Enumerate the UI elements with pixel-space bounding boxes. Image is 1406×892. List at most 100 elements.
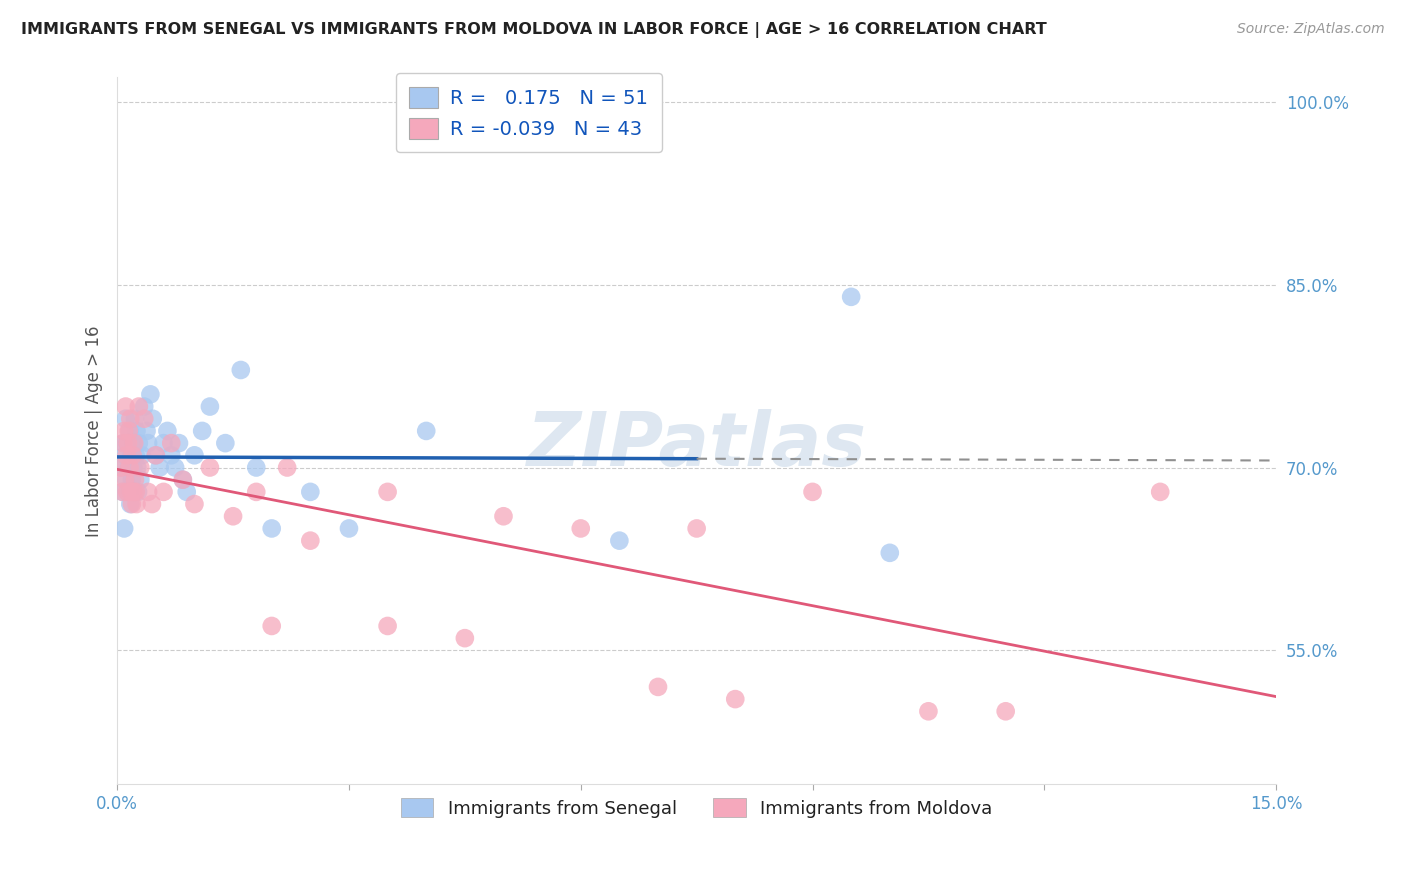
Point — [454, 631, 477, 645]
Point — [142, 411, 165, 425]
Point — [337, 521, 360, 535]
Point — [115, 448, 138, 462]
Point — [1149, 484, 1171, 499]
Point — [114, 473, 136, 487]
Point — [127, 484, 149, 499]
Point — [134, 411, 156, 425]
Point — [120, 497, 142, 511]
Point — [111, 484, 134, 499]
Point — [122, 436, 145, 450]
Point — [115, 436, 138, 450]
Point — [134, 400, 156, 414]
Point — [129, 460, 152, 475]
Y-axis label: In Labor Force | Age > 16: In Labor Force | Age > 16 — [86, 326, 103, 537]
Point — [136, 436, 159, 450]
Point — [160, 436, 183, 450]
Point — [114, 448, 136, 462]
Point — [647, 680, 669, 694]
Point — [114, 411, 136, 425]
Point — [118, 460, 141, 475]
Point — [118, 424, 141, 438]
Point — [131, 448, 153, 462]
Point — [145, 448, 167, 462]
Point — [176, 484, 198, 499]
Point — [260, 521, 283, 535]
Point — [118, 460, 141, 475]
Point — [112, 424, 135, 438]
Point — [115, 484, 138, 499]
Text: ZIPatlas: ZIPatlas — [527, 409, 866, 482]
Point — [801, 484, 824, 499]
Point — [172, 473, 194, 487]
Point — [135, 424, 157, 438]
Point — [117, 484, 139, 499]
Point — [145, 448, 167, 462]
Point — [120, 484, 142, 499]
Point — [839, 290, 862, 304]
Point — [492, 509, 515, 524]
Point — [122, 460, 145, 475]
Point — [183, 497, 205, 511]
Point — [110, 460, 132, 475]
Point — [198, 400, 221, 414]
Text: IMMIGRANTS FROM SENEGAL VS IMMIGRANTS FROM MOLDOVA IN LABOR FORCE | AGE > 16 COR: IMMIGRANTS FROM SENEGAL VS IMMIGRANTS FR… — [21, 22, 1047, 38]
Point — [125, 424, 148, 438]
Point — [229, 363, 252, 377]
Point — [198, 460, 221, 475]
Point — [128, 436, 150, 450]
Point — [172, 473, 194, 487]
Point — [260, 619, 283, 633]
Point — [994, 704, 1017, 718]
Point — [141, 497, 163, 511]
Point — [128, 400, 150, 414]
Text: Source: ZipAtlas.com: Source: ZipAtlas.com — [1237, 22, 1385, 37]
Point — [112, 436, 135, 450]
Point — [191, 424, 214, 438]
Point — [112, 436, 135, 450]
Point — [377, 484, 399, 499]
Point — [110, 460, 132, 475]
Point — [115, 473, 138, 487]
Point — [121, 473, 143, 487]
Point — [156, 424, 179, 438]
Point — [120, 411, 142, 425]
Point — [245, 484, 267, 499]
Point — [299, 484, 322, 499]
Point — [724, 692, 747, 706]
Point — [120, 448, 142, 462]
Point — [121, 436, 143, 450]
Point — [152, 436, 174, 450]
Point — [125, 448, 148, 462]
Point — [124, 473, 146, 487]
Point — [129, 473, 152, 487]
Point — [121, 448, 143, 462]
Point — [245, 460, 267, 475]
Point — [183, 448, 205, 462]
Point — [136, 484, 159, 499]
Point — [122, 484, 145, 499]
Point — [114, 400, 136, 414]
Point — [879, 546, 901, 560]
Point — [125, 484, 148, 499]
Point — [569, 521, 592, 535]
Point — [167, 436, 190, 450]
Point — [222, 509, 245, 524]
Point — [121, 497, 143, 511]
Point — [118, 424, 141, 438]
Point — [299, 533, 322, 548]
Point — [125, 497, 148, 511]
Point — [152, 484, 174, 499]
Point — [124, 411, 146, 425]
Point — [111, 484, 134, 499]
Point — [139, 387, 162, 401]
Point — [685, 521, 707, 535]
Point — [214, 436, 236, 450]
Point — [127, 460, 149, 475]
Point — [117, 436, 139, 450]
Point — [415, 424, 437, 438]
Point — [917, 704, 939, 718]
Point — [609, 533, 631, 548]
Point — [377, 619, 399, 633]
Point — [160, 448, 183, 462]
Point — [122, 484, 145, 499]
